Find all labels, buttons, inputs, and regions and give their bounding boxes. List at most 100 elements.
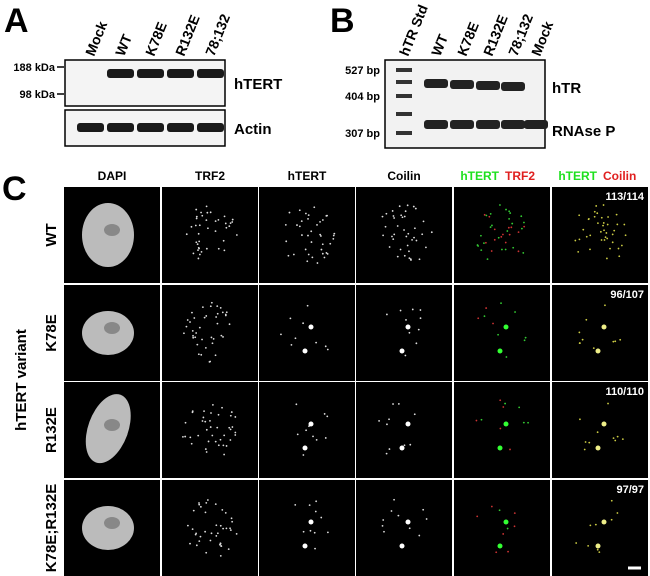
focus: [199, 505, 202, 508]
focus: [205, 315, 208, 317]
focus: [190, 225, 193, 228]
band: [450, 80, 474, 89]
focus: [598, 551, 601, 554]
image-tile: [454, 382, 550, 478]
focus: [326, 531, 329, 534]
focus: [483, 315, 486, 318]
focus: [501, 248, 503, 251]
row-label: K78E: [43, 314, 60, 352]
focus: [206, 499, 209, 501]
focus: [584, 441, 587, 443]
focus: [310, 241, 313, 243]
axis-label: hTERT variant: [13, 329, 30, 431]
focus: [231, 520, 234, 523]
focus: [205, 247, 208, 250]
focus: [205, 428, 208, 431]
focus: [407, 232, 410, 235]
row-label: K78E;R132E: [43, 484, 60, 572]
focus: [513, 525, 516, 528]
focus: [221, 311, 224, 314]
focus: [198, 326, 201, 329]
focus: [194, 224, 197, 227]
focus: [224, 314, 227, 317]
focus: [603, 239, 606, 241]
focus: [307, 234, 309, 237]
focus: [506, 230, 509, 232]
focus: [575, 542, 578, 544]
focus: [419, 317, 422, 320]
focus: [382, 519, 385, 521]
focus: [289, 317, 292, 320]
focus: [219, 554, 222, 557]
focus: [517, 250, 520, 253]
image-tile: [259, 480, 355, 576]
focus: [406, 204, 409, 207]
focus: [307, 214, 310, 217]
focus: [323, 413, 326, 415]
focus: [508, 210, 511, 213]
focus: [200, 211, 202, 214]
image-tile: [552, 285, 648, 381]
focus: [388, 448, 391, 450]
focus: [214, 220, 217, 223]
focus: [204, 346, 207, 349]
focus: [216, 322, 219, 325]
focus: [329, 242, 332, 245]
image-tile: [162, 187, 258, 283]
image-tile: [454, 187, 550, 283]
focus: [195, 332, 198, 334]
focus: [381, 524, 384, 527]
focus: [219, 542, 222, 545]
focus: [197, 232, 200, 235]
body: [601, 324, 607, 330]
focus: [505, 208, 507, 211]
focus: [189, 542, 191, 545]
focus: [492, 322, 494, 325]
focus: [210, 412, 212, 414]
focus: [476, 515, 479, 518]
focus: [599, 230, 602, 233]
body: [497, 348, 503, 354]
focus: [393, 233, 396, 236]
focus: [203, 410, 205, 413]
focus: [621, 438, 624, 441]
band: [501, 120, 525, 129]
focus: [596, 212, 599, 215]
column-header: hTERT: [558, 169, 597, 183]
lane-label: WT: [112, 32, 135, 59]
focus: [288, 211, 291, 214]
focus: [320, 235, 322, 237]
band-label: hTR: [552, 80, 581, 97]
focus: [196, 343, 199, 346]
focus: [204, 448, 207, 450]
focus: [220, 545, 222, 547]
focus: [508, 217, 511, 220]
band: [524, 120, 548, 129]
focus: [425, 518, 428, 520]
nucleolus: [104, 419, 120, 431]
focus: [491, 224, 493, 227]
body: [601, 421, 607, 427]
focus: [183, 332, 185, 335]
focus: [209, 305, 212, 308]
focus: [409, 258, 412, 261]
ladder-band: [396, 68, 412, 72]
focus: [214, 440, 217, 443]
focus: [384, 225, 387, 228]
focus: [197, 257, 200, 260]
focus: [480, 234, 482, 237]
focus: [613, 229, 616, 232]
focus: [223, 249, 226, 252]
focus: [308, 504, 311, 506]
focus: [397, 403, 400, 405]
focus: [504, 248, 507, 251]
focus: [408, 257, 411, 260]
focus: [198, 540, 201, 542]
image-tile: [356, 285, 452, 381]
focus: [191, 528, 194, 531]
body: [405, 519, 411, 525]
focus: [618, 255, 621, 258]
focus: [414, 207, 417, 210]
focus: [210, 301, 213, 304]
